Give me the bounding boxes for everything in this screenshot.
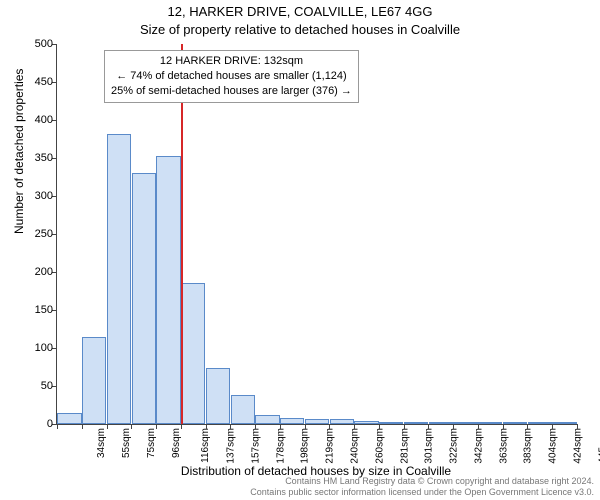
x-tick-mark: [181, 424, 182, 429]
x-tick-mark: [379, 424, 380, 429]
histogram-bar: [330, 419, 354, 424]
histogram-bar: [478, 422, 502, 424]
x-tick-label: 55sqm: [121, 428, 132, 458]
x-tick-label: 116sqm: [200, 428, 211, 463]
x-tick-label: 75sqm: [146, 428, 157, 458]
histogram-bar: [181, 283, 205, 424]
histogram-bar: [379, 422, 403, 424]
x-tick-mark: [478, 424, 479, 429]
x-tick-label: 96sqm: [171, 428, 182, 458]
x-tick-label: 157sqm: [251, 428, 262, 464]
histogram-bar: [453, 422, 477, 424]
chart-container: 12, HARKER DRIVE, COALVILLE, LE67 4GG Si…: [0, 0, 600, 500]
x-tick-label: 301sqm: [424, 428, 435, 464]
histogram-bar: [503, 422, 527, 424]
x-tick-mark: [57, 424, 58, 429]
x-tick-mark: [82, 424, 83, 429]
footer-line-2: Contains public sector information licen…: [250, 487, 594, 498]
histogram-bar: [107, 134, 131, 424]
x-tick-mark: [230, 424, 231, 429]
histogram-bar: [404, 422, 428, 424]
histogram-bar: [231, 395, 255, 424]
x-tick-mark: [107, 424, 108, 429]
histogram-chart: Number of detached properties 0501001502…: [56, 44, 576, 424]
x-tick-label: 34sqm: [96, 428, 107, 458]
y-axis-label: Number of detached properties: [12, 69, 26, 234]
x-tick-mark: [577, 424, 578, 429]
y-tick-label: 250: [35, 228, 53, 240]
x-tick-label: 137sqm: [226, 428, 237, 464]
y-tick-label: 500: [35, 38, 53, 50]
x-tick-label: 404sqm: [548, 428, 559, 464]
callout-line-2: ← 74% of detached houses are smaller (1,…: [111, 69, 352, 84]
x-tick-mark: [305, 424, 306, 429]
x-tick-label: 240sqm: [350, 428, 361, 464]
x-tick-label: 342sqm: [473, 428, 484, 464]
x-tick-mark: [552, 424, 553, 429]
x-tick-mark: [527, 424, 528, 429]
x-tick-label: 383sqm: [523, 428, 534, 464]
x-tick-mark: [503, 424, 504, 429]
footer-attribution: Contains HM Land Registry data © Crown c…: [250, 476, 594, 499]
histogram-bar: [280, 418, 304, 424]
x-tick-mark: [280, 424, 281, 429]
callout-box: 12 HARKER DRIVE: 132sqm ← 74% of detache…: [104, 50, 359, 103]
histogram-bar: [255, 415, 279, 424]
x-tick-label: 363sqm: [498, 428, 509, 464]
y-tick-label: 450: [35, 76, 53, 88]
histogram-bar: [429, 422, 453, 424]
y-tick-label: 400: [35, 114, 53, 126]
x-tick-mark: [255, 424, 256, 429]
x-tick-mark: [131, 424, 132, 429]
callout-line-3: 25% of semi-detached houses are larger (…: [111, 84, 352, 99]
x-tick-label: 198sqm: [300, 428, 311, 464]
histogram-bar: [132, 173, 156, 424]
histogram-bar: [305, 419, 329, 424]
y-tick-label: 0: [47, 418, 53, 430]
histogram-bar: [206, 368, 230, 424]
histogram-bar: [82, 337, 106, 424]
x-tick-mark: [156, 424, 157, 429]
y-tick-label: 100: [35, 342, 53, 354]
y-tick-label: 350: [35, 152, 53, 164]
x-tick-label: 178sqm: [275, 428, 286, 464]
title-address: 12, HARKER DRIVE, COALVILLE, LE67 4GG: [0, 4, 600, 19]
y-tick-label: 300: [35, 190, 53, 202]
x-tick-mark: [453, 424, 454, 429]
y-tick-label: 150: [35, 304, 53, 316]
histogram-bar: [354, 421, 378, 424]
x-tick-mark: [404, 424, 405, 429]
x-tick-label: 424sqm: [572, 428, 583, 464]
histogram-bar: [57, 413, 81, 424]
footer-line-1: Contains HM Land Registry data © Crown c…: [250, 476, 594, 487]
x-tick-mark: [329, 424, 330, 429]
callout-line-1: 12 HARKER DRIVE: 132sqm: [111, 54, 352, 69]
x-tick-label: 281sqm: [399, 428, 410, 464]
x-tick-label: 260sqm: [374, 428, 385, 464]
x-tick-mark: [206, 424, 207, 429]
histogram-bar: [156, 156, 180, 424]
y-tick-label: 200: [35, 266, 53, 278]
histogram-bar: [528, 422, 552, 424]
x-tick-mark: [354, 424, 355, 429]
x-tick-label: 219sqm: [325, 428, 336, 464]
title-subtitle: Size of property relative to detached ho…: [0, 22, 600, 37]
x-tick-mark: [428, 424, 429, 429]
x-tick-label: 322sqm: [449, 428, 460, 464]
histogram-bar: [552, 422, 576, 424]
y-tick-label: 50: [41, 380, 53, 392]
